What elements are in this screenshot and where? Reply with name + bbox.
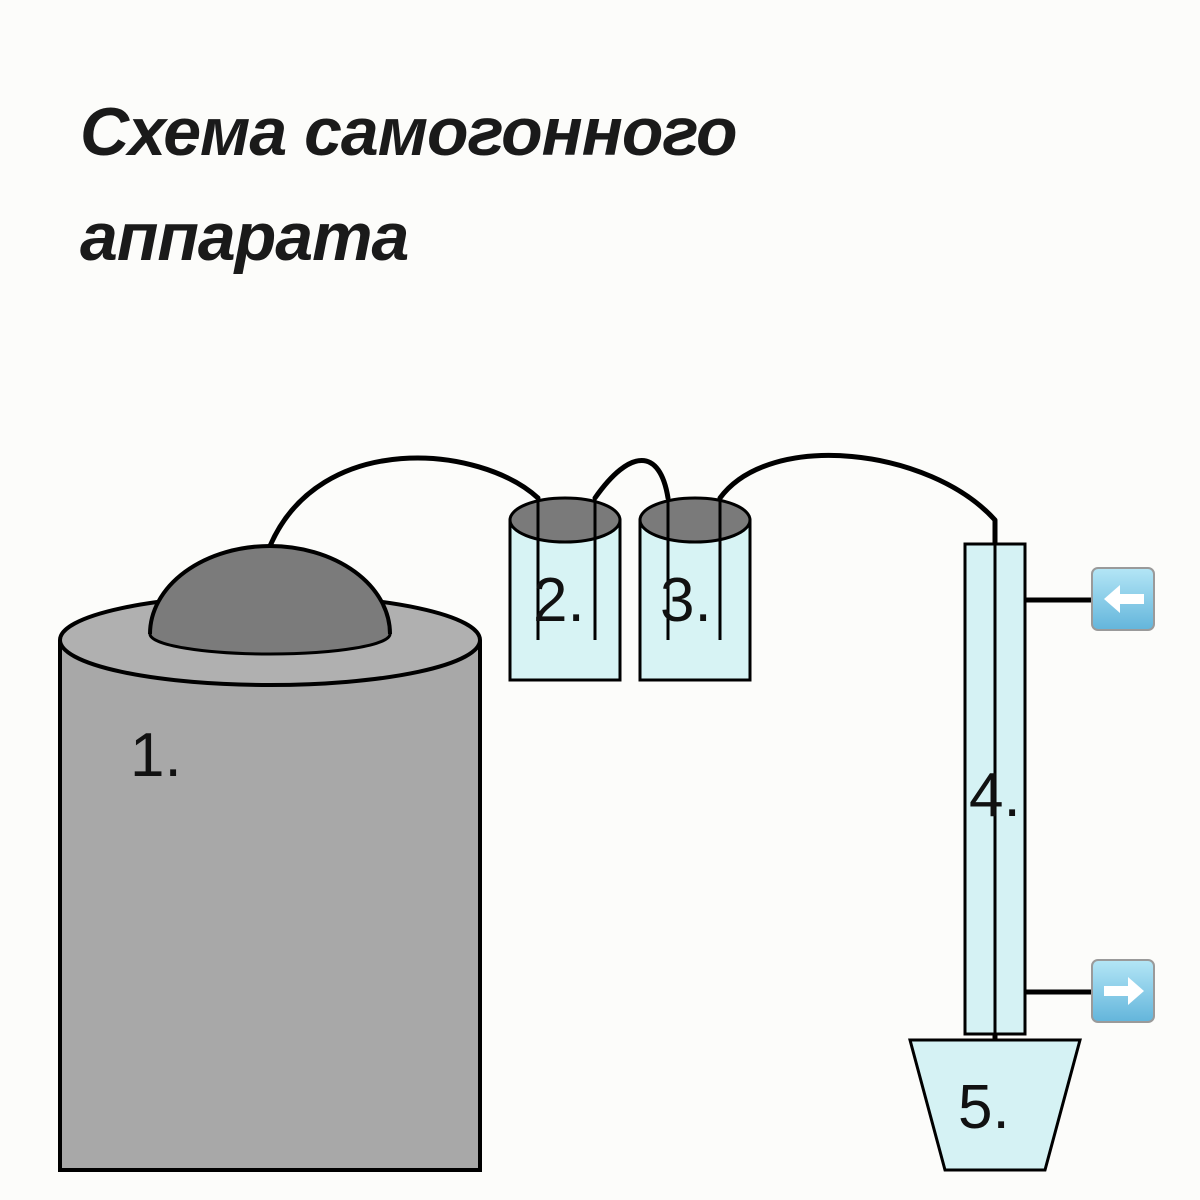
diagram-canvas: { "title_line1": "Схема самогонного", "t… bbox=[0, 0, 1200, 1200]
label-5: 5. bbox=[958, 1072, 1010, 1143]
label-2: 2. bbox=[533, 565, 585, 636]
water-in-button bbox=[1092, 568, 1154, 630]
label-1: 1. bbox=[130, 720, 182, 791]
tubes bbox=[270, 455, 995, 546]
tank bbox=[60, 546, 480, 1170]
water-out-button bbox=[1092, 960, 1154, 1022]
label-4: 4. bbox=[969, 760, 1021, 831]
label-3: 3. bbox=[660, 565, 712, 636]
diagram-svg bbox=[0, 0, 1200, 1200]
